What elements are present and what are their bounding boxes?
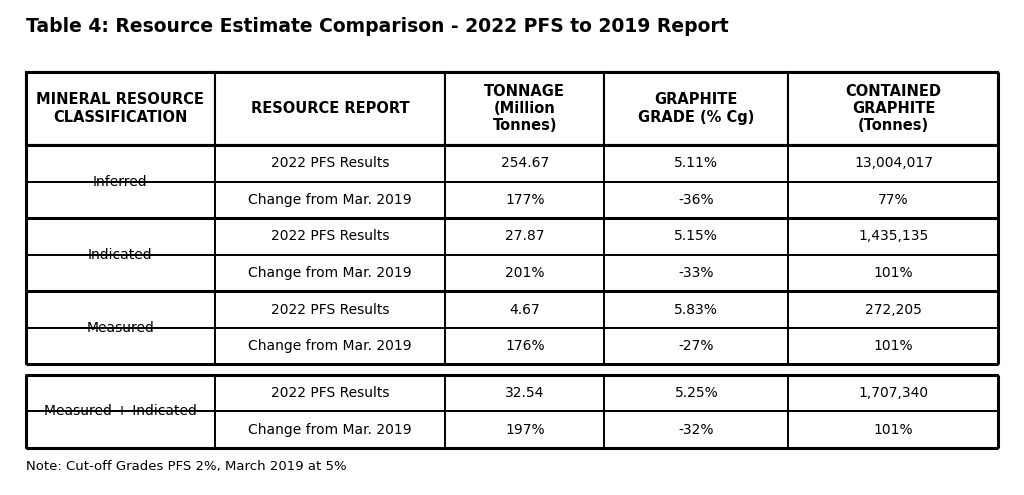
Text: Change from Mar. 2019: Change from Mar. 2019	[249, 339, 412, 353]
Bar	[26, 218, 215, 255]
Bar	[215, 145, 445, 182]
Bar	[604, 182, 788, 218]
Text: 254.67: 254.67	[501, 156, 549, 170]
Bar	[215, 291, 445, 328]
Bar	[26, 375, 215, 411]
Bar	[788, 145, 998, 182]
Bar	[26, 291, 215, 328]
Bar	[445, 375, 604, 411]
Bar	[445, 145, 604, 182]
Text: Inferred: Inferred	[93, 175, 147, 189]
Text: 101%: 101%	[873, 339, 913, 353]
Bar	[604, 218, 788, 255]
Bar	[604, 291, 788, 328]
Text: Table 4: Resource Estimate Comparison - 2022 PFS to 2019 Report: Table 4: Resource Estimate Comparison - …	[26, 17, 728, 36]
Text: MINERAL RESOURCE
CLASSIFICATION: MINERAL RESOURCE CLASSIFICATION	[37, 92, 204, 125]
Bar	[215, 72, 445, 145]
Text: 201%: 201%	[505, 266, 545, 280]
Bar	[26, 411, 215, 448]
Text: 2022 PFS Results: 2022 PFS Results	[271, 156, 389, 170]
Bar	[215, 182, 445, 218]
Text: 197%: 197%	[505, 423, 545, 437]
Text: 13,004,017: 13,004,017	[854, 156, 933, 170]
Text: Measured + Indicated: Measured + Indicated	[44, 404, 197, 418]
Bar	[26, 182, 215, 218]
Text: 4.67: 4.67	[509, 302, 541, 317]
Bar	[445, 328, 604, 364]
Text: 5.11%: 5.11%	[675, 156, 718, 170]
Text: GRAPHITE
GRADE (% Cg): GRAPHITE GRADE (% Cg)	[638, 92, 755, 125]
Text: Indicated: Indicated	[88, 248, 153, 262]
Text: 176%: 176%	[505, 339, 545, 353]
Bar	[788, 411, 998, 448]
Text: 272,205: 272,205	[865, 302, 922, 317]
Bar	[604, 411, 788, 448]
Text: 5.25%: 5.25%	[675, 386, 718, 400]
Bar	[788, 291, 998, 328]
Text: -32%: -32%	[679, 423, 714, 437]
Text: 2022 PFS Results: 2022 PFS Results	[271, 302, 389, 317]
Text: 101%: 101%	[873, 423, 913, 437]
Text: Measured: Measured	[86, 321, 155, 335]
Text: CONTAINED
GRAPHITE
(Tonnes): CONTAINED GRAPHITE (Tonnes)	[846, 84, 941, 133]
Bar	[26, 328, 215, 364]
Text: 101%: 101%	[873, 266, 913, 280]
Text: -27%: -27%	[679, 339, 714, 353]
Text: 5.83%: 5.83%	[675, 302, 718, 317]
Text: 77%: 77%	[879, 193, 908, 207]
Text: Note: Cut-off Grades PFS 2%, March 2019 at 5%: Note: Cut-off Grades PFS 2%, March 2019 …	[26, 460, 346, 473]
Text: -36%: -36%	[679, 193, 714, 207]
Bar	[215, 255, 445, 291]
Text: Change from Mar. 2019: Change from Mar. 2019	[249, 423, 412, 437]
Text: -33%: -33%	[679, 266, 714, 280]
Text: TONNAGE
(Million
Tonnes): TONNAGE (Million Tonnes)	[484, 84, 565, 133]
Text: 27.87: 27.87	[505, 230, 545, 244]
Bar	[788, 328, 998, 364]
Bar	[604, 255, 788, 291]
Bar	[788, 182, 998, 218]
Bar	[215, 375, 445, 411]
Text: Change from Mar. 2019: Change from Mar. 2019	[249, 193, 412, 207]
Bar	[788, 255, 998, 291]
Bar	[788, 72, 998, 145]
Text: RESOURCE REPORT: RESOURCE REPORT	[251, 101, 410, 116]
Text: 2022 PFS Results: 2022 PFS Results	[271, 230, 389, 244]
Bar	[788, 375, 998, 411]
Bar	[445, 255, 604, 291]
Bar	[445, 291, 604, 328]
Bar	[604, 145, 788, 182]
Text: 2022 PFS Results: 2022 PFS Results	[271, 386, 389, 400]
Bar	[445, 72, 604, 145]
Text: 177%: 177%	[505, 193, 545, 207]
Text: 5.15%: 5.15%	[675, 230, 718, 244]
Bar	[604, 72, 788, 145]
Bar	[604, 375, 788, 411]
Bar	[26, 72, 215, 145]
Bar	[215, 218, 445, 255]
Text: 32.54: 32.54	[505, 386, 545, 400]
Bar	[788, 218, 998, 255]
Bar	[445, 411, 604, 448]
Bar	[215, 411, 445, 448]
Bar	[445, 218, 604, 255]
Text: Change from Mar. 2019: Change from Mar. 2019	[249, 266, 412, 280]
Text: 1,707,340: 1,707,340	[858, 386, 929, 400]
Bar	[215, 328, 445, 364]
Bar	[445, 182, 604, 218]
Bar	[26, 145, 215, 182]
Bar	[604, 328, 788, 364]
Bar	[26, 255, 215, 291]
Text: 1,435,135: 1,435,135	[858, 230, 929, 244]
